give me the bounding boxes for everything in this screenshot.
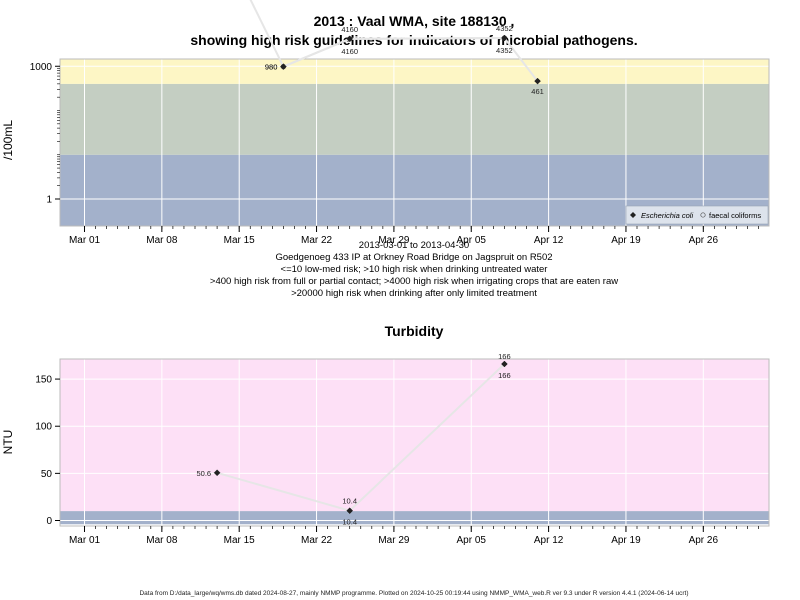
chart1-caption-line2: Goedgenoeg 433 IP at Orkney Road Bridge …: [275, 252, 552, 263]
data-point: [280, 63, 287, 70]
y-tick-label: 150: [35, 375, 52, 386]
x-tick-label: Mar 22: [301, 535, 333, 546]
y-tick-label: 1: [46, 195, 52, 206]
x-tick-label: Apr 19: [611, 535, 641, 546]
x-tick-label: Apr 12: [534, 235, 564, 246]
chart1-caption-line1: 2013-03-01 to 2013-04-30: [359, 240, 469, 251]
data-label: 166: [498, 352, 511, 361]
y-tick-label: 50: [41, 469, 53, 480]
x-tick-label: Mar 15: [224, 535, 256, 546]
x-tick-label: Apr 05: [457, 235, 487, 246]
plot-frame: [59, 58, 770, 227]
data-label: 461: [531, 87, 544, 96]
data-label: 980: [265, 63, 278, 72]
legend-marker-fc: [700, 212, 706, 218]
risk-band-1: [60, 359, 769, 512]
y-tick-label: 1000: [30, 62, 53, 73]
footer-note: Data from D:/data_large/wq/wms.db dated …: [139, 590, 688, 597]
chart1-ylabel: /100mL: [1, 120, 15, 160]
data-label: 166: [498, 371, 511, 380]
x-tick-label: Apr 12: [534, 535, 564, 546]
x-tick-label: Mar 08: [146, 235, 178, 246]
x-tick-label: Mar 29: [378, 535, 410, 546]
data-point: [213, 469, 221, 477]
risk-band-2: [60, 59, 769, 84]
microbial-plot-area: Mar 01 Mar 08 Mar 15 Mar 22 Mar 29 Apr 05 Apr …: [30, 0, 770, 246]
chart1-legend: Escherichia coli faecal coliforms: [625, 205, 769, 225]
x-tick-label: Mar 08: [146, 535, 178, 546]
x-tick-label: Apr 05: [457, 535, 487, 546]
data-point: [534, 77, 541, 85]
chart1-caption-line5: >20000 high risk when drinking after onl…: [291, 288, 537, 299]
data-point: [501, 34, 508, 42]
x-tick-label: Mar 01: [69, 235, 101, 246]
chart1-title-line1: 2013 : Vaal WMA, site 188130 ,: [314, 13, 515, 29]
risk-band-0: [60, 511, 769, 525]
legend-box: [625, 205, 769, 225]
x-tick-label: Apr 26: [689, 235, 719, 246]
x-tick-label: Mar 29: [378, 235, 410, 246]
chart2-title: Turbidity: [385, 323, 444, 339]
x-tick-label: Apr 26: [689, 535, 719, 546]
data-point: [501, 360, 508, 368]
chart1-title-line2: showing high risk guidelines for indicat…: [190, 32, 637, 48]
chart1-caption-line3: <=10 low-med risk; >10 high risk when dr…: [281, 264, 548, 275]
turbidity-plot-area: Mar 01 Mar 08 Mar 15 Mar 22 Mar 29 Apr 05 Apr …: [35, 352, 770, 546]
risk-band-1: [60, 83, 769, 155]
series-line: [283, 36, 539, 82]
y-tick-label: 0: [46, 516, 52, 527]
x-tick-label: Mar 22: [301, 235, 333, 246]
data-label: 4352: [496, 46, 513, 55]
data-label: 4160: [341, 47, 358, 56]
x-tick-label: Mar 15: [224, 235, 256, 246]
data-label: 10.4: [342, 518, 357, 527]
data-label: 10.4: [342, 497, 357, 506]
x-tick-label: Apr 19: [611, 235, 641, 246]
chart1-caption-line4: >400 high risk from full or partial cont…: [210, 276, 618, 287]
data-label: 980: [265, 63, 278, 72]
data-label: 50.6: [196, 469, 211, 478]
data-point: [346, 507, 354, 515]
data-label: 4352: [496, 24, 513, 33]
data-point: [346, 35, 354, 43]
legend-label-fc: faecal coliforms: [709, 211, 761, 220]
chart2-ylabel: NTU: [1, 430, 15, 455]
plot-frame: [59, 358, 770, 527]
legend-marker-ecoli: [630, 212, 636, 218]
y-tick-label: 100: [35, 422, 52, 433]
legend-label-ecoli: Escherichia coli: [641, 211, 693, 220]
x-tick-label: Mar 01: [69, 535, 101, 546]
data-label: 4160: [341, 25, 358, 34]
